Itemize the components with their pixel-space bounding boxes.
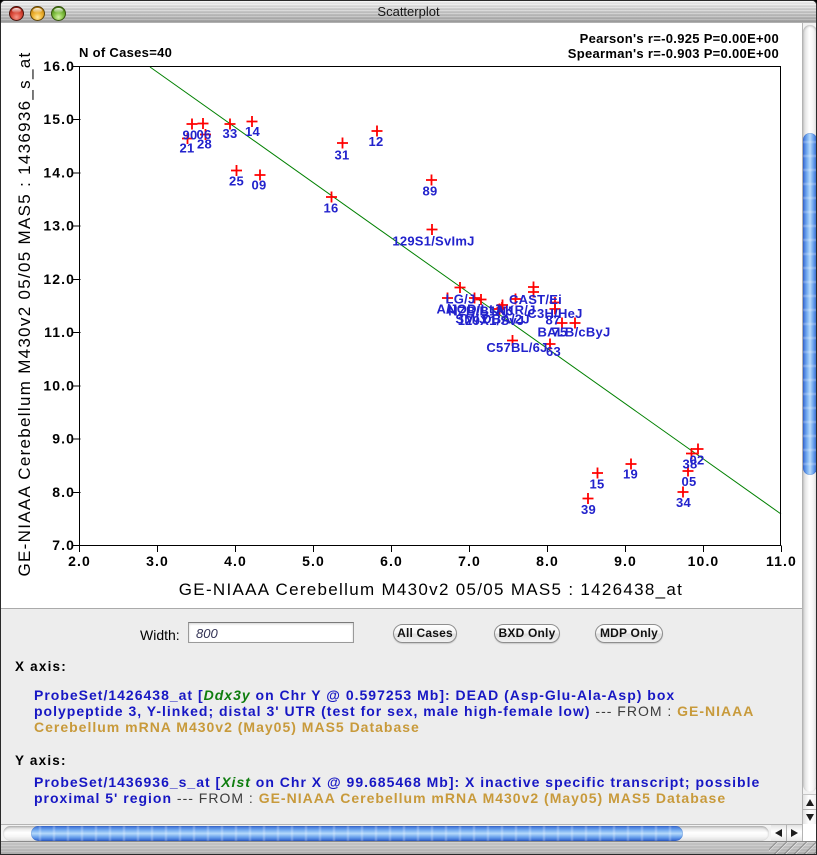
svg-text:CAST/Ei: CAST/Ei (509, 292, 562, 307)
svg-text:38: 38 (683, 457, 698, 472)
svg-text:12.0: 12.0 (43, 271, 75, 287)
svg-text:28: 28 (197, 137, 212, 152)
svg-text:NZB/B1NJ: NZB/B1NJ (448, 304, 514, 319)
svg-text:16.0: 16.0 (43, 58, 75, 74)
svg-text:11.0: 11.0 (44, 324, 75, 340)
svg-text:09: 09 (252, 178, 267, 193)
svg-text:GE-NIAAA Cerebellum M430v2 05/: GE-NIAAA Cerebellum M430v2 05/05 MAS5 : … (179, 580, 683, 599)
svg-text:15: 15 (590, 477, 605, 492)
svg-text:Pearson's r=-0.925 P=0.00E+00: Pearson's r=-0.925 P=0.00E+00 (580, 31, 779, 46)
svg-text:N of Cases=40: N of Cases=40 (79, 45, 172, 60)
svg-text:129S1/SvImJ: 129S1/SvImJ (392, 234, 474, 249)
svg-text:02: 02 (690, 453, 705, 468)
svg-text:21: 21 (180, 141, 195, 156)
svg-text:GE-NIAAA Cerebellum M430v2 05/: GE-NIAAA Cerebellum M430v2 05/05 MAS5 : … (15, 52, 34, 577)
svg-text:75: 75 (553, 325, 568, 340)
svg-text:31: 31 (335, 148, 350, 163)
svg-text:10.0: 10.0 (43, 377, 75, 393)
svg-text:39: 39 (581, 502, 596, 517)
svg-text:10.0: 10.0 (688, 553, 720, 569)
svg-text:16: 16 (324, 201, 339, 216)
svg-text:87: 87 (546, 313, 561, 328)
svg-text:5.0: 5.0 (302, 553, 325, 569)
svg-text:8.0: 8.0 (536, 553, 559, 569)
svg-text:SM/J: SM/J (455, 312, 486, 327)
svg-text:14: 14 (245, 124, 260, 139)
svg-text:3.0: 3.0 (146, 553, 169, 569)
svg-text:06: 06 (197, 127, 212, 142)
svg-text:19: 19 (623, 467, 638, 482)
svg-text:NOD/LtJ: NOD/LtJ (447, 302, 501, 317)
svg-text:8.0: 8.0 (52, 484, 75, 500)
svg-text:129X1/SvJ: 129X1/SvJ (458, 313, 525, 328)
svg-text:15.0: 15.0 (43, 111, 75, 127)
svg-text:LG/J: LG/J (446, 292, 476, 307)
svg-text:13.0: 13.0 (43, 218, 75, 234)
svg-text:DBA/2J: DBA/2J (482, 312, 530, 327)
svg-text:A/J: A/J (437, 302, 458, 317)
svg-text:90: 90 (183, 128, 198, 143)
svg-text:7.0: 7.0 (458, 553, 481, 569)
svg-text:7.0: 7.0 (52, 537, 75, 553)
svg-text:25: 25 (229, 174, 244, 189)
svg-text:33: 33 (223, 126, 238, 141)
svg-text:2.0: 2.0 (68, 553, 91, 569)
svg-text:6.0: 6.0 (380, 553, 403, 569)
svg-text:14.0: 14.0 (43, 164, 75, 180)
svg-text:12: 12 (369, 134, 384, 149)
svg-text:63: 63 (546, 344, 561, 359)
svg-text:11.0: 11.0 (766, 553, 797, 569)
svg-text:C3H/HeJ: C3H/HeJ (527, 306, 582, 321)
svg-text:9.0: 9.0 (52, 431, 75, 447)
svg-text:Spearman's r=-0.903 P=0.00E+00: Spearman's r=-0.903 P=0.00E+00 (568, 46, 779, 61)
svg-text:05: 05 (682, 474, 697, 489)
svg-text:4.0: 4.0 (224, 553, 247, 569)
svg-text:AKR/J: AKR/J (495, 303, 535, 318)
svg-text:9.0: 9.0 (614, 553, 637, 569)
svg-text:C57BL/6J: C57BL/6J (486, 340, 547, 355)
svg-text:BALB/cByJ: BALB/cByJ (537, 325, 610, 340)
svg-text:34: 34 (676, 495, 691, 510)
svg-text:89: 89 (423, 184, 438, 199)
